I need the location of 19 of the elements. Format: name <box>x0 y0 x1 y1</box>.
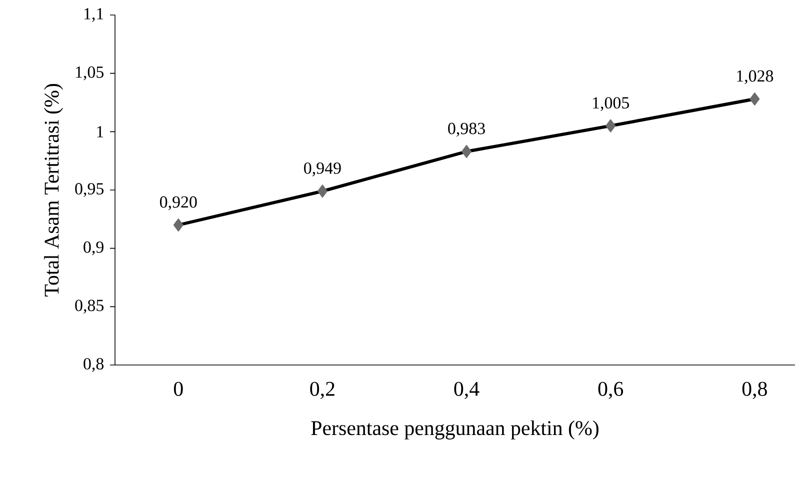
x-axis-title: Persentase penggunaan pektin (%) <box>311 420 598 440</box>
y-tick-label: 1,05 <box>76 66 104 80</box>
data-label: 1,005 <box>593 97 629 111</box>
y-tick-label: 1 <box>97 126 104 138</box>
data-label: 0,949 <box>304 162 341 176</box>
y-tick-label: 0,9 <box>84 241 104 256</box>
x-tick-label: 0,2 <box>310 382 334 399</box>
data-label: 0,983 <box>448 122 485 137</box>
data-label: 0,920 <box>160 196 197 210</box>
x-tick-label: 0 <box>174 382 183 396</box>
data-label: 1,028 <box>737 70 774 84</box>
y-tick-label: 0,85 <box>75 300 104 314</box>
x-tick-label: 0,8 <box>742 382 767 399</box>
y-tick-label: 0,8 <box>84 358 104 372</box>
x-tick-label: 0,6 <box>598 382 624 399</box>
x-tick-label: 0,4 <box>454 382 480 399</box>
y-tick-label: 1,1 <box>84 8 104 22</box>
y-tick-label: 0,95 <box>75 183 104 197</box>
y-axis-title: Total Asam Tertitrasi (%) <box>44 84 64 297</box>
